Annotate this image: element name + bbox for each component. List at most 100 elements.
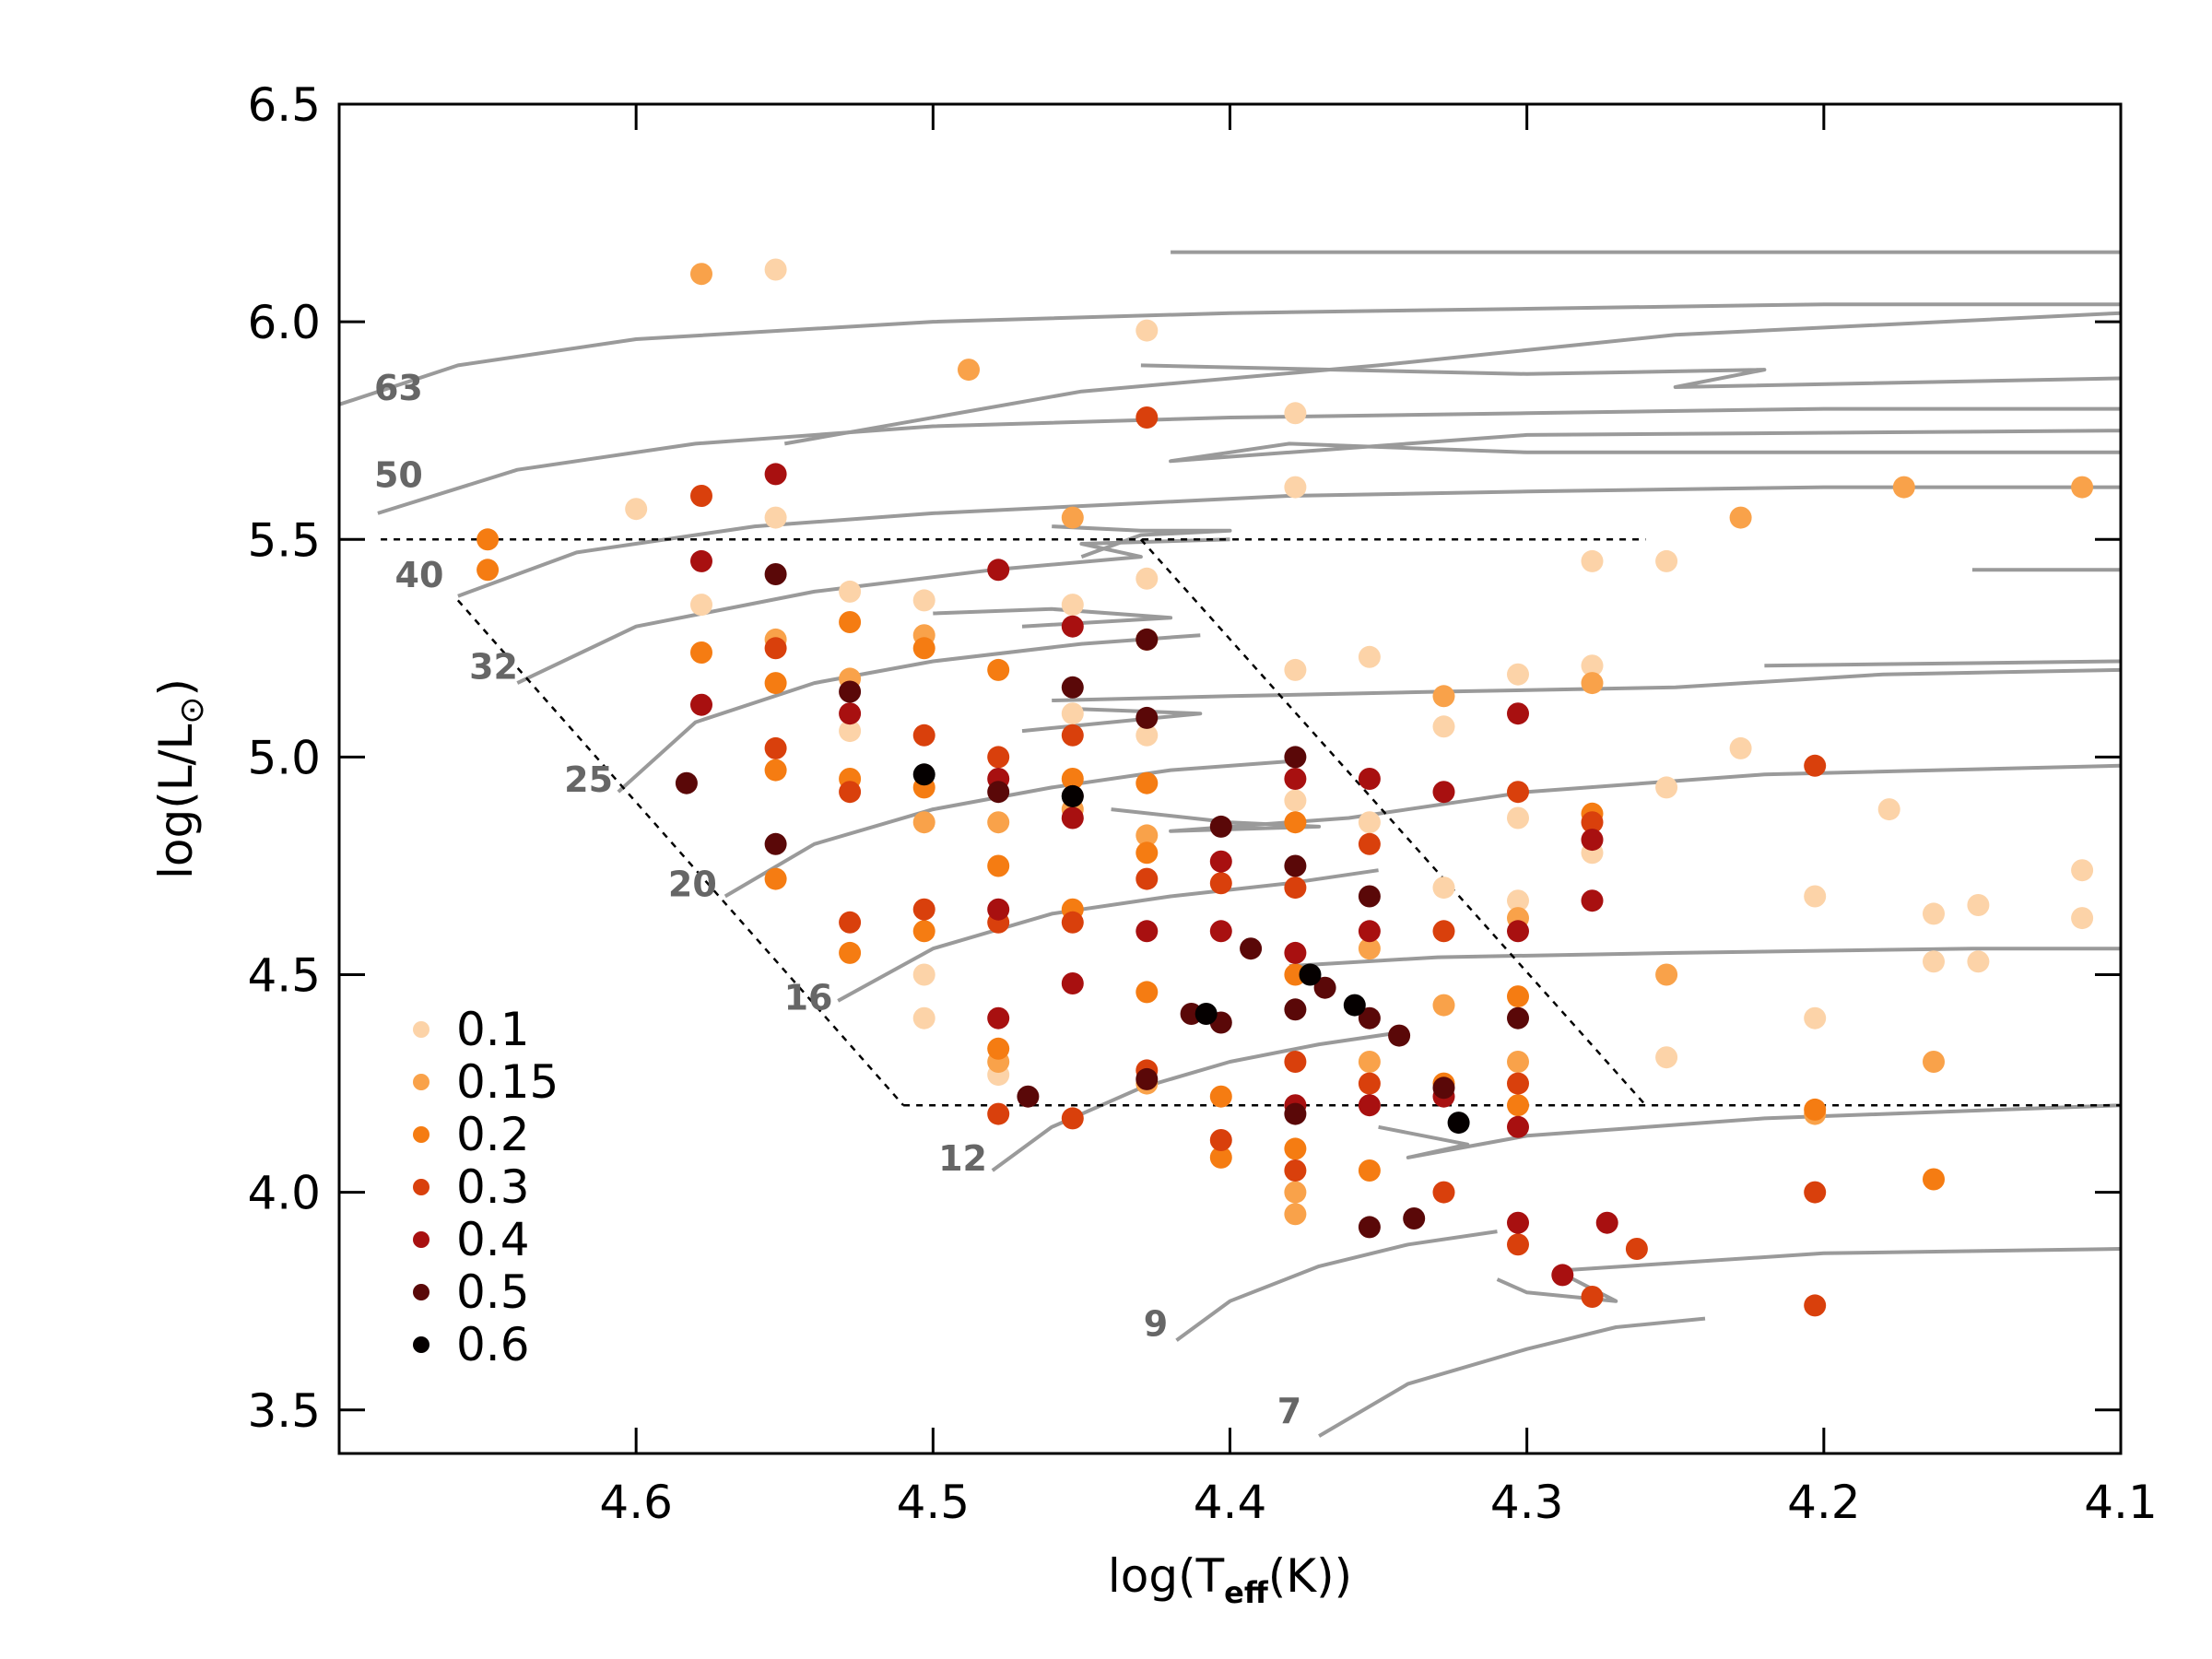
point-0.3 [1358, 832, 1381, 855]
point-0.15 [1432, 685, 1455, 708]
track-20b [1111, 763, 2121, 833]
point-0.4 [1061, 615, 1084, 638]
point-0.5 [1358, 885, 1381, 908]
point-0.1 [1135, 567, 1159, 590]
point-0.1 [1507, 806, 1529, 830]
boundary-left_edge [456, 599, 905, 1107]
point-0.5 [764, 563, 787, 585]
point-0.1 [2071, 859, 2094, 882]
x-tick-label: 4.2 [1787, 1476, 1861, 1529]
point-0.1 [912, 589, 935, 612]
point-0.1 [839, 580, 862, 603]
point-0.5 [1507, 1006, 1529, 1030]
point-0.15 [1284, 1181, 1307, 1204]
legend-marker-0.4 [413, 1231, 429, 1248]
point-0.15 [1507, 1051, 1529, 1073]
point-0.3 [1432, 1181, 1455, 1204]
point-0.15 [1432, 994, 1455, 1017]
track-16b [1288, 947, 2121, 969]
point-0.2 [1135, 771, 1159, 794]
point-0.3 [1432, 920, 1455, 943]
point-0.2 [1358, 1159, 1381, 1182]
legend-marker-0.3 [413, 1179, 429, 1195]
point-0.15 [2071, 476, 2094, 499]
track-12 [991, 1029, 1409, 1172]
y-tick-label: 4.0 [247, 1167, 321, 1220]
point-0.15 [1729, 506, 1752, 529]
point-0.5 [1284, 1102, 1307, 1125]
point-0.4 [1432, 781, 1455, 804]
point-0.3 [1581, 1286, 1604, 1308]
point-0.4 [1135, 920, 1159, 943]
point-0.4 [1358, 1094, 1381, 1117]
point-0.4 [1209, 850, 1232, 873]
point-0.1 [1358, 645, 1381, 668]
point-0.5 [1240, 937, 1263, 960]
point-0.1 [1877, 798, 1900, 821]
point-0.1 [1581, 549, 1604, 572]
point-0.2 [1209, 1085, 1232, 1108]
point-0.4 [1284, 768, 1307, 790]
point-0.3 [987, 1102, 1010, 1125]
point-0.1 [1507, 889, 1529, 912]
point-0.3 [1804, 1181, 1827, 1204]
point-0.5 [1017, 1085, 1040, 1108]
point-0.5 [1061, 676, 1084, 699]
point-0.3 [1581, 811, 1604, 834]
point-0.1 [1061, 594, 1084, 617]
point-0.4 [1507, 1115, 1529, 1138]
point-0.3 [764, 736, 787, 759]
point-0.1 [1284, 402, 1307, 425]
track-50 [377, 406, 2121, 515]
track-label-9: 9 [1144, 1303, 1168, 1344]
point-0.15 [912, 811, 935, 834]
point-0.5 [1403, 1207, 1426, 1230]
point-0.4 [1284, 941, 1307, 964]
point-0.4 [987, 1006, 1010, 1030]
track-label-16: 16 [784, 977, 833, 1018]
point-0.15 [987, 811, 1010, 834]
point-0.2 [1507, 985, 1529, 1008]
point-0.5 [1135, 706, 1159, 729]
point-0.1 [1061, 702, 1084, 725]
point-0.1 [912, 1006, 935, 1030]
data-points [477, 258, 2094, 1317]
point-0.2 [1284, 811, 1307, 834]
point-0.3 [1358, 1072, 1381, 1095]
track-label-50: 50 [374, 455, 423, 496]
track-label-7: 7 [1277, 1391, 1301, 1431]
legend-label-0.3: 0.3 [456, 1160, 530, 1214]
legend-marker-0.6 [413, 1336, 429, 1353]
legend: 0.10.150.20.30.40.50.6 [413, 1003, 559, 1371]
point-0.1 [1967, 894, 1990, 916]
point-0.3 [839, 911, 862, 934]
track-mass-labels: 63 50 40 32 25 20 16 12 9 7 [374, 368, 1301, 1431]
point-0.1 [1284, 789, 1307, 812]
point-0.15 [958, 359, 980, 382]
point-0.15 [1358, 1051, 1381, 1073]
track-25 [617, 633, 1201, 794]
point-0.2 [987, 854, 1010, 877]
track-label-40: 40 [395, 555, 444, 595]
point-0.1 [1655, 549, 1678, 572]
point-0.5 [1432, 1077, 1455, 1100]
legend-label-0.5: 0.5 [456, 1265, 530, 1319]
point-0.2 [477, 528, 500, 551]
legend-marker-0.5 [413, 1284, 429, 1300]
point-0.1 [1432, 715, 1455, 738]
point-0.2 [1923, 1168, 1945, 1191]
point-0.2 [690, 641, 712, 664]
point-0.15 [1284, 1203, 1307, 1226]
point-0.15 [690, 263, 712, 286]
point-0.4 [1061, 806, 1084, 830]
point-0.5 [1284, 854, 1307, 877]
track-label-20: 20 [668, 865, 717, 905]
track-7 [1318, 1316, 1706, 1438]
point-0.1 [690, 594, 712, 617]
point-0.1 [1967, 950, 1990, 973]
point-0.4 [1358, 920, 1381, 943]
point-0.1 [1923, 950, 1945, 973]
point-0.3 [1061, 911, 1084, 934]
track-12b [1378, 1103, 2121, 1159]
